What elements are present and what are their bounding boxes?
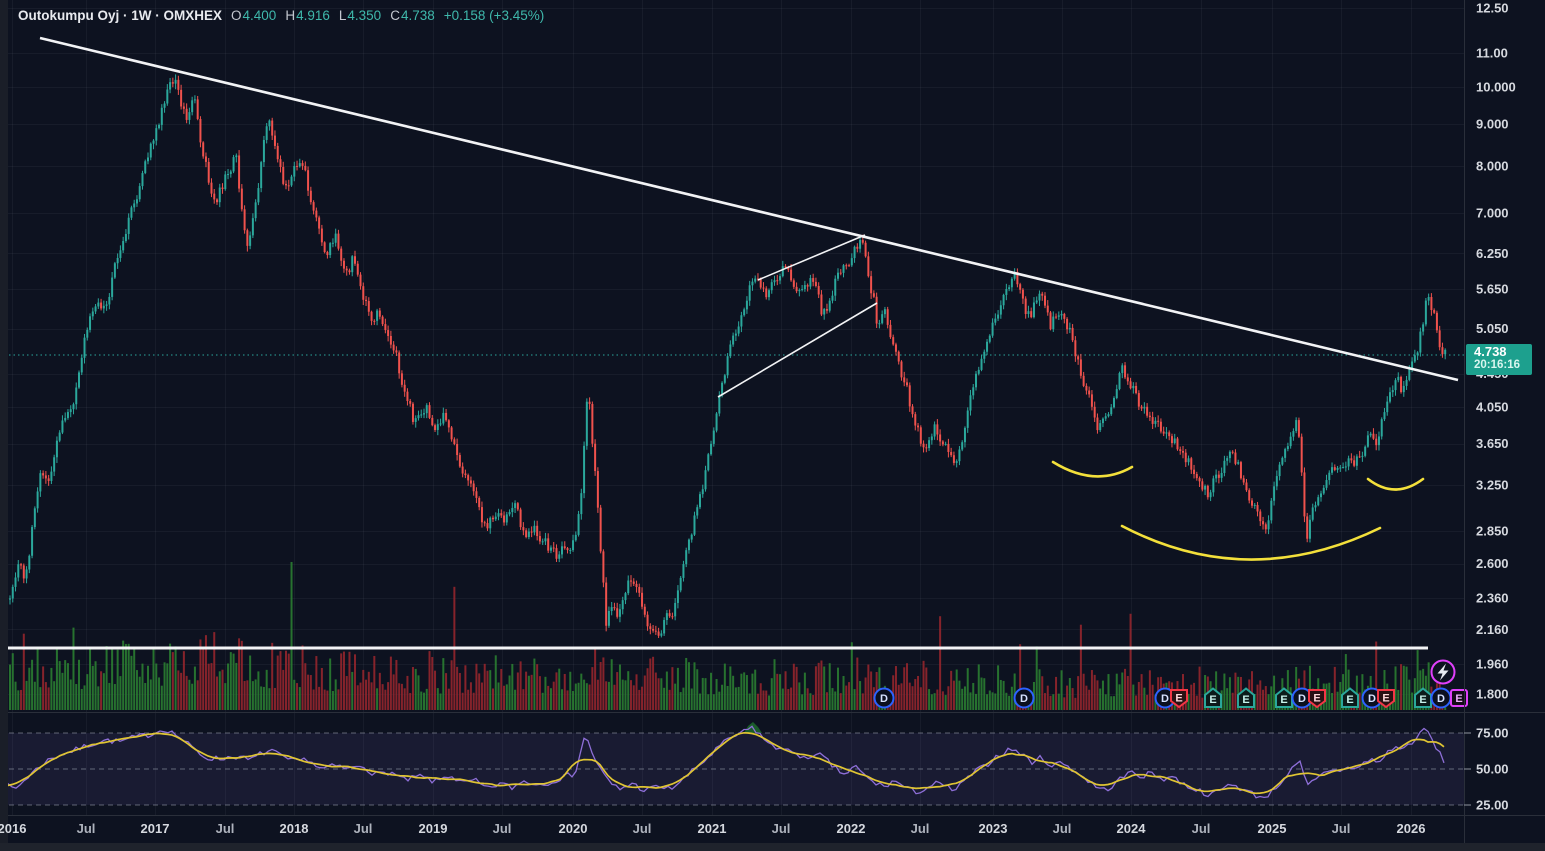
- svg-text:10.000: 10.000: [1476, 79, 1516, 94]
- svg-text:2021: 2021: [698, 821, 727, 836]
- wedge-lower-line[interactable]: [717, 302, 878, 398]
- svg-text:Jul: Jul: [911, 821, 930, 836]
- svg-text:E: E: [1455, 693, 1462, 705]
- badge-earnings[interactable]: E: [1237, 687, 1255, 708]
- bar-close-countdown: 20:16:16: [1474, 359, 1521, 372]
- yellow-arc-3[interactable]: [1366, 477, 1425, 491]
- ohlc-open: O4.400: [231, 8, 277, 23]
- rsi-line: [0, 725, 1445, 799]
- current-price-label: 4.738 20:16:16: [1466, 344, 1532, 375]
- badge-dividend[interactable]: D: [873, 687, 895, 709]
- svg-text:2023: 2023: [979, 821, 1008, 836]
- bottom-edge-strip: [0, 843, 1545, 851]
- user-drawings[interactable]: [0, 36, 1459, 650]
- svg-text:E: E: [1280, 694, 1287, 706]
- svg-text:25.00: 25.00: [1476, 798, 1509, 813]
- svg-text:E: E: [1346, 694, 1353, 706]
- svg-text:1.800: 1.800: [1476, 686, 1509, 701]
- svg-text:D: D: [1161, 693, 1169, 705]
- symbol-legend[interactable]: Outokumpu Oyj · 1W · OMXHEX O4.400 H4.91…: [18, 8, 544, 23]
- badge-earnings-miss[interactable]: E: [1170, 689, 1188, 709]
- svg-text:E: E: [1419, 694, 1426, 706]
- ohlc-close: C4.738: [390, 8, 435, 23]
- svg-text:3.250: 3.250: [1476, 477, 1509, 492]
- change-value: +0.158 (+3.45%): [443, 8, 545, 23]
- svg-text:E: E: [1175, 693, 1182, 705]
- rsi-ma-line: [0, 731, 1445, 795]
- svg-text:5.050: 5.050: [1476, 321, 1509, 336]
- svg-text:Jul: Jul: [772, 821, 791, 836]
- svg-text:Jul: Jul: [1192, 821, 1211, 836]
- svg-text:D: D: [1437, 693, 1445, 705]
- badge-dividend[interactable]: D: [1013, 687, 1035, 709]
- svg-text:6.250: 6.250: [1476, 246, 1509, 261]
- badge-earnings-miss[interactable]: E: [1377, 689, 1395, 709]
- descending-trendline[interactable]: [39, 36, 1459, 382]
- badge-earnings[interactable]: E: [1204, 687, 1222, 708]
- svg-text:2024: 2024: [1117, 821, 1147, 836]
- svg-text:2016: 2016: [0, 821, 26, 836]
- svg-text:E: E: [1313, 693, 1320, 705]
- svg-text:12.50: 12.50: [1476, 0, 1509, 15]
- svg-text:2.160: 2.160: [1476, 622, 1509, 637]
- svg-text:2025: 2025: [1258, 821, 1287, 836]
- svg-text:8.000: 8.000: [1476, 158, 1509, 173]
- svg-text:11.00: 11.00: [1476, 46, 1508, 61]
- svg-text:2.850: 2.850: [1476, 524, 1509, 539]
- svg-text:2019: 2019: [419, 821, 448, 836]
- badge-dividend[interactable]: D: [1430, 687, 1452, 709]
- svg-text:E: E: [1209, 694, 1216, 706]
- svg-text:2020: 2020: [559, 821, 588, 836]
- svg-text:Jul: Jul: [354, 821, 373, 836]
- svg-text:E: E: [1382, 693, 1389, 705]
- svg-text:1.960: 1.960: [1476, 656, 1509, 671]
- wedge-upper-line[interactable]: [757, 234, 866, 281]
- ohlc-high: H4.916: [285, 8, 330, 23]
- lightning-badge[interactable]: [1430, 659, 1456, 685]
- svg-text:Jul: Jul: [633, 821, 652, 836]
- ohlc-low: L4.350: [338, 8, 382, 23]
- svg-text:7.000: 7.000: [1476, 206, 1509, 221]
- time-axis[interactable]: 2016 Jul 2017 Jul 2018 Jul 2019 Jul 2020 Jul 2021 J…: [0, 821, 1425, 836]
- svg-text:2022: 2022: [837, 821, 866, 836]
- svg-text:Jul: Jul: [1332, 821, 1351, 836]
- yellow-arc-2[interactable]: [1120, 524, 1382, 561]
- svg-text:2.600: 2.600: [1476, 556, 1509, 571]
- badge-earnings[interactable]: E: [1341, 687, 1359, 708]
- price-axis[interactable]: 12.50 11.00 10.000 9.000 8.000 7.000 6.250 5.65…: [1464, 0, 1516, 813]
- svg-text:D: D: [880, 693, 888, 705]
- svg-text:Jul: Jul: [77, 821, 96, 836]
- svg-text:2018: 2018: [280, 821, 309, 836]
- svg-text:2026: 2026: [1397, 821, 1426, 836]
- svg-text:D: D: [1368, 693, 1376, 705]
- svg-text:3.650: 3.650: [1476, 436, 1509, 451]
- svg-text:Jul: Jul: [493, 821, 512, 836]
- svg-text:E: E: [1242, 694, 1249, 706]
- left-edge-strip: [0, 0, 8, 843]
- svg-text:D: D: [1298, 693, 1306, 705]
- svg-text:Jul: Jul: [1053, 821, 1072, 836]
- yellow-arc-1[interactable]: [1051, 460, 1134, 478]
- current-price-value: 4.738: [1474, 344, 1507, 359]
- svg-text:Jul: Jul: [216, 821, 235, 836]
- badge-earnings-miss[interactable]: E: [1308, 689, 1326, 709]
- svg-text:75.00: 75.00: [1476, 726, 1509, 741]
- symbol-title[interactable]: Outokumpu Oyj · 1W · OMXHEX: [18, 8, 223, 23]
- svg-text:5.650: 5.650: [1476, 281, 1509, 296]
- svg-text:4.050: 4.050: [1476, 399, 1509, 414]
- svg-text:D: D: [1020, 693, 1028, 705]
- badge-earnings-upcoming[interactable]: E: [1450, 689, 1468, 707]
- rsi-pane: [0, 722, 1464, 806]
- svg-text:9.000: 9.000: [1476, 117, 1509, 132]
- candles: [9, 74, 1447, 638]
- svg-text:2017: 2017: [141, 821, 170, 836]
- svg-text:2.360: 2.360: [1476, 591, 1509, 606]
- svg-text:50.00: 50.00: [1476, 762, 1509, 777]
